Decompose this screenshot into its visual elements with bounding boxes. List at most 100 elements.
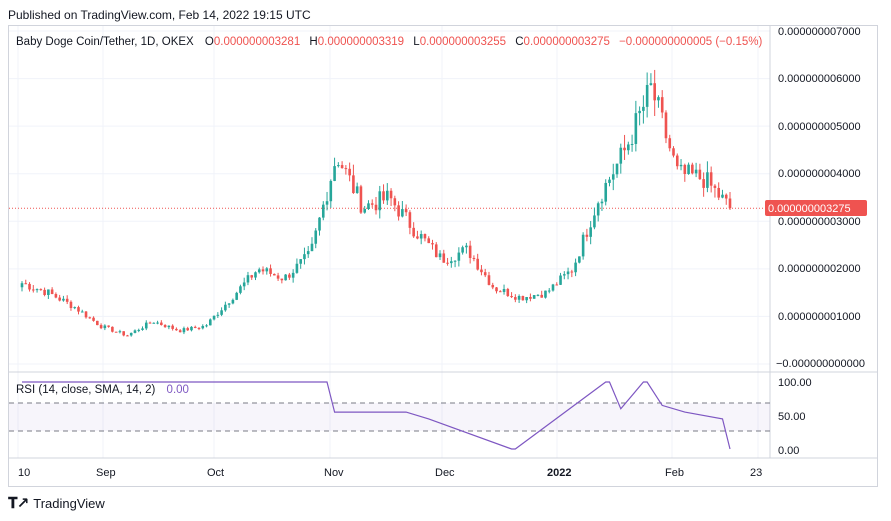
candle-body (551, 284, 555, 291)
candle-body (235, 292, 238, 300)
candle-body (80, 311, 84, 313)
candle-body (111, 326, 114, 332)
price-axis[interactable]: 0.000000007000 0.000000006000 0.00000000… (776, 26, 865, 370)
candle-body (506, 289, 510, 296)
candle-body (642, 106, 645, 111)
candle-body (208, 319, 212, 326)
legend-open-value: 0.000000003281 (214, 36, 300, 48)
candle-body (182, 328, 186, 333)
candle-body (325, 201, 329, 205)
tradingview-logo[interactable]: 𝐓↗ TradingView (8, 494, 105, 512)
candle-body (39, 289, 43, 291)
candle-body (239, 286, 242, 293)
candle-body (570, 271, 574, 273)
candle-body (604, 182, 608, 202)
candle-body (333, 166, 336, 181)
candle-body (340, 165, 344, 169)
candle-body (216, 314, 220, 316)
candle-body (393, 198, 397, 206)
candle-body (434, 244, 438, 258)
price-tick-label: 0.000000002000 (778, 263, 861, 275)
rsi-axis[interactable]: 100.00 50.00 0.00 (778, 377, 812, 457)
candle-body (103, 325, 107, 329)
candle-body (171, 325, 174, 329)
rsi-legend-value: 0.00 (167, 384, 189, 396)
candle-body (133, 330, 137, 333)
time-tick-label: Nov (324, 467, 344, 479)
candle-body (574, 262, 577, 273)
candle-body (664, 112, 668, 139)
chart-frame[interactable] (8, 25, 878, 487)
candle-body (197, 327, 201, 329)
candle-body (724, 194, 728, 199)
candle-body (566, 271, 570, 275)
price-tick-label: 0.000000007000 (778, 26, 861, 38)
candle-body (257, 269, 261, 273)
candle-body (352, 175, 355, 194)
candle-body (721, 194, 724, 198)
candle-body (483, 272, 487, 276)
candle-body (653, 83, 656, 101)
candle-body (472, 257, 476, 259)
candle-body (254, 272, 257, 278)
time-axis[interactable]: 10 Sep Oct Nov Dec 2022 Feb 23 (18, 467, 762, 479)
candle-body (96, 320, 99, 326)
candle-body (99, 325, 103, 329)
candle-body (634, 113, 638, 144)
candle-body (431, 243, 434, 245)
grid-lines (9, 26, 770, 458)
legend-low-label: L (413, 36, 420, 48)
candle-body (77, 307, 80, 312)
candle-body (713, 185, 717, 188)
candle-body (585, 234, 589, 237)
candle-body (144, 322, 148, 329)
candle-body (152, 322, 156, 324)
legend-symbol: Baby Doge Coin/Tether, 1D, OKEX (16, 36, 194, 48)
candle-body (329, 180, 333, 202)
candle-body (178, 330, 182, 333)
candle-body (118, 331, 122, 333)
rsi-polyline (22, 381, 731, 450)
candle-body (589, 227, 592, 237)
candle-body (212, 315, 216, 320)
candle-body (510, 295, 513, 298)
rsi-band (9, 403, 770, 431)
candle-body (310, 243, 314, 252)
time-tick-label: Dec (435, 467, 455, 479)
candle-body (295, 263, 299, 273)
published-caption: Published on TradingView.com, Feb 14, 20… (8, 8, 311, 22)
candle-body (129, 332, 133, 336)
price-tick-label: 0.000000001000 (778, 311, 861, 323)
candle-body (630, 143, 634, 145)
candle-body (480, 269, 483, 273)
legend-high-value: 0.000000003319 (318, 36, 404, 48)
candle-body (122, 331, 125, 336)
candle-body (461, 247, 464, 253)
candle-body (540, 294, 544, 298)
price-tick-label: 0.000000003000 (778, 216, 861, 228)
candle-body (562, 274, 566, 276)
candle-body (114, 331, 118, 333)
time-tick-label: 23 (750, 467, 762, 479)
candle-body (31, 289, 35, 291)
candle-body (291, 272, 295, 278)
tradingview-mark-icon: 𝐓↗ (8, 495, 29, 512)
legend-change: −0.000000000005 (−0.15%) (619, 36, 762, 48)
candle-body (160, 322, 163, 325)
candle-body (163, 324, 167, 328)
candle-body (446, 262, 449, 264)
candle-body (536, 294, 540, 296)
candle-body (220, 310, 223, 315)
candle-body (84, 311, 88, 318)
candle-body (374, 204, 378, 211)
candle-body (457, 252, 461, 261)
candle-body (517, 295, 521, 300)
candle-body (205, 325, 208, 327)
time-tick-label: Sep (96, 467, 116, 479)
rsi-line (22, 381, 731, 450)
time-tick-label: Oct (207, 467, 224, 479)
candle-body (495, 287, 498, 292)
candle-body (367, 203, 370, 210)
candle-body (487, 275, 491, 285)
